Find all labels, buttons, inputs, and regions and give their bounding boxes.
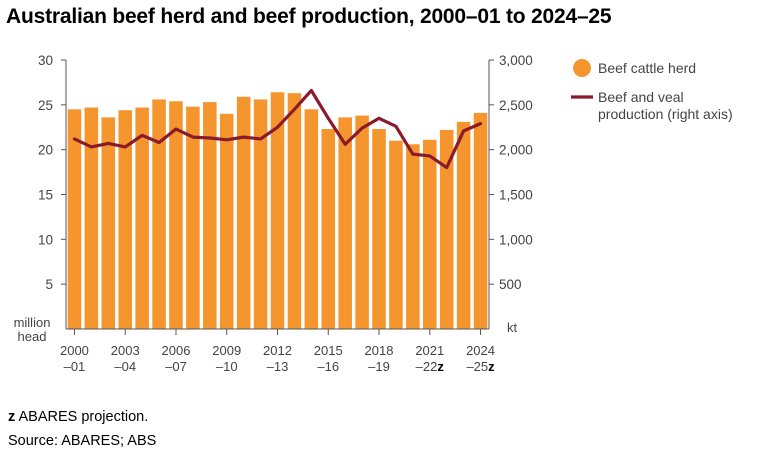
left-tick-label: 20 xyxy=(38,143,53,158)
production-line-group xyxy=(72,88,483,170)
x-tick-label-year: 2006 xyxy=(162,343,191,358)
bar-2001–02 xyxy=(84,107,99,330)
left-tick-label: 10 xyxy=(38,232,53,247)
footnote-marker: z xyxy=(8,409,16,425)
chart-title: Australian beef herd and beef production… xyxy=(6,5,612,28)
left-tick-label: 5 xyxy=(45,277,53,292)
bar-2021–22z xyxy=(423,139,437,329)
bar-2024–25z xyxy=(473,112,488,330)
right-tick-label: 3,000 xyxy=(499,53,533,68)
x-tick-label-suffix: –07 xyxy=(165,359,187,374)
bar-2012–13 xyxy=(270,92,285,329)
bar-2010–11 xyxy=(236,96,251,329)
left-tick-label: 25 xyxy=(38,98,53,113)
right-tick-label: 1,500 xyxy=(499,188,533,203)
source-note: Source: ABARES; ABS xyxy=(8,433,157,449)
x-tick-label-suffix: –04 xyxy=(114,359,136,374)
bar-2015–16 xyxy=(321,129,336,329)
legend-label-production-line1: Beef and veal xyxy=(598,89,684,105)
left-tick-label: 30 xyxy=(38,53,53,68)
bar-2011–12 xyxy=(253,99,268,329)
left-axis-unit-line2: head xyxy=(18,329,47,344)
x-tick-label-suffix: –16 xyxy=(317,359,339,374)
bar-2013–14 xyxy=(287,93,302,330)
x-tick-label-suffix: –10 xyxy=(216,359,238,374)
legend-label-herd: Beef cattle herd xyxy=(598,60,696,76)
bar-2022–23z xyxy=(439,129,454,329)
x-tick-label-year: 2009 xyxy=(212,343,241,358)
bar-2004–05 xyxy=(135,107,149,330)
production-line xyxy=(72,88,483,170)
bar-2007–08 xyxy=(186,106,200,329)
x-tick-label-year: 2021 xyxy=(415,343,444,358)
x-tick-label-year: 2012 xyxy=(263,343,292,358)
footnote: z ABARES projection. xyxy=(8,409,148,425)
x-tick-label-suffix: –13 xyxy=(267,359,289,374)
left-axis-unit-line1: million xyxy=(14,315,51,330)
x-tick-label-year: 2000 xyxy=(60,343,89,358)
bar-2014–15 xyxy=(304,109,319,329)
bar-2005–06 xyxy=(152,99,166,329)
bar-2016–17 xyxy=(338,117,352,329)
bar-2003–04 xyxy=(118,110,132,330)
right-tick-label: 1,000 xyxy=(499,232,533,247)
legend-label-production-line2: production (right axis) xyxy=(598,106,733,122)
x-tick-label-suffix: –22z xyxy=(416,359,445,374)
x-tick-label-year: 2015 xyxy=(314,343,343,358)
bar-2020–21 xyxy=(406,144,420,329)
bar-2009–10 xyxy=(219,113,234,329)
x-tick-label-suffix: –19 xyxy=(368,359,390,374)
x-tick-label-year: 2018 xyxy=(365,343,394,358)
x-tick-label-year: 2024 xyxy=(466,343,495,358)
left-tick-label: 15 xyxy=(38,188,53,203)
legend-swatch-herd xyxy=(573,59,591,77)
bar-2017–18 xyxy=(355,115,369,329)
x-tick-label-suffix: –01 xyxy=(64,359,86,374)
x-tick-label-suffix: –25z xyxy=(466,359,495,374)
right-tick-label: 2,000 xyxy=(499,143,533,158)
bar-2000–01 xyxy=(67,109,82,329)
x-tick-label-year: 2003 xyxy=(111,343,140,358)
bar-2002–03 xyxy=(101,117,116,329)
right-tick-label: 2,500 xyxy=(499,98,533,113)
bar-2018–19 xyxy=(372,129,386,329)
bar-2008–09 xyxy=(203,102,217,329)
bar-2019–20 xyxy=(389,140,403,329)
right-axis-unit: kt xyxy=(507,320,518,335)
bars-group xyxy=(67,92,488,330)
right-tick-label: 500 xyxy=(499,277,522,292)
bar-2023–24z xyxy=(456,121,471,330)
footnote-text: ABARES projection. xyxy=(18,409,149,425)
bar-2006–07 xyxy=(169,101,183,329)
legend: Beef cattle herd Beef and vealproduction … xyxy=(571,59,733,122)
